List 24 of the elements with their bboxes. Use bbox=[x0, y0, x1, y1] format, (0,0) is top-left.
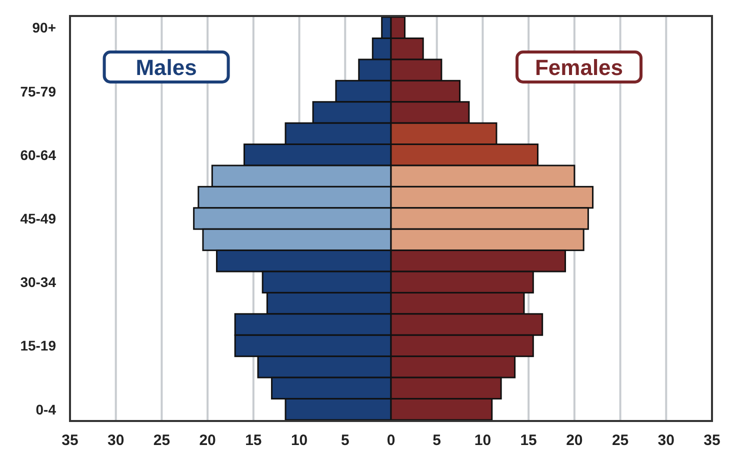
x-tick-label: 10 bbox=[474, 432, 492, 449]
x-tick-label: 0 bbox=[386, 432, 396, 449]
x-tick-label: 35 bbox=[704, 432, 720, 449]
x-tick-label: 25 bbox=[612, 432, 629, 449]
x-tick-label: 30 bbox=[108, 432, 124, 449]
y-tick-label: 60-64 bbox=[20, 146, 56, 163]
y-tick-label: 0-4 bbox=[36, 401, 56, 418]
text: Females bbox=[534, 55, 624, 80]
text: Males bbox=[136, 55, 197, 80]
y-tick-label: 15-19 bbox=[20, 338, 56, 354]
x-tick-label: 35 bbox=[62, 432, 78, 449]
y-tick-label: 30-34 bbox=[20, 274, 56, 290]
x-tick-label: 10 bbox=[290, 432, 308, 449]
x-tick-label: 20 bbox=[566, 432, 583, 449]
x-tick-label: 5 bbox=[340, 432, 350, 449]
x-tick-label: 15 bbox=[245, 432, 262, 449]
x-tick-label: 5 bbox=[432, 432, 442, 449]
x-tick-label: 20 bbox=[199, 432, 216, 449]
x-tick-label: 30 bbox=[658, 432, 674, 449]
x-tick-label: 25 bbox=[153, 432, 170, 449]
x-tick-label: 15 bbox=[520, 432, 537, 449]
y-tick-label: 90+ bbox=[32, 20, 56, 36]
y-tick-label: 75-79 bbox=[20, 83, 56, 100]
y-tick-label: 45-49 bbox=[20, 210, 56, 226]
